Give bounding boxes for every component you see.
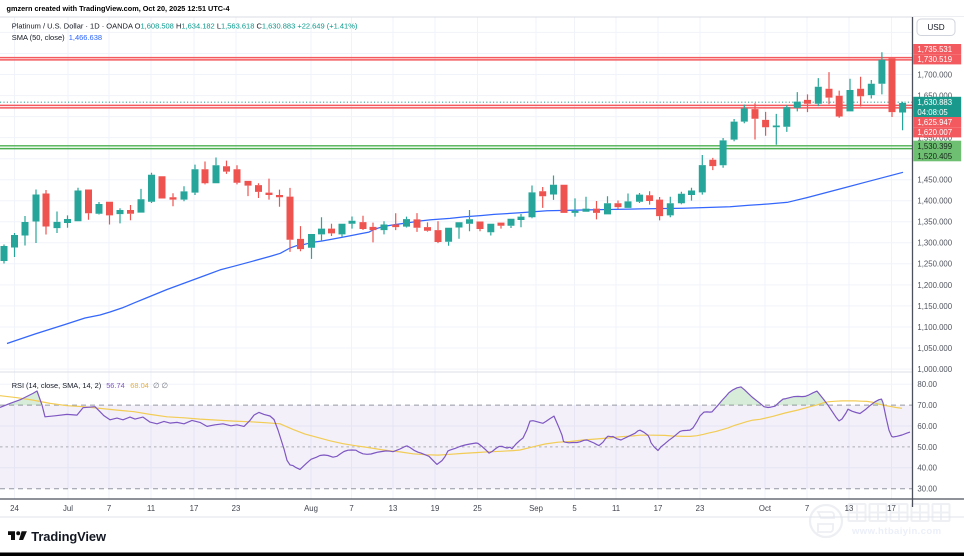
svg-text:11: 11: [147, 504, 155, 513]
svg-text:1,700.000: 1,700.000: [917, 70, 952, 79]
svg-text:gmzern created with TradingVie: gmzern created with TradingView.com, Oct…: [7, 4, 231, 13]
svg-text:1,100.000: 1,100.000: [917, 323, 952, 332]
svg-text:1,150.000: 1,150.000: [917, 302, 952, 311]
svg-text:Platinum / U.S. Dollar · 1D ·: Platinum / U.S. Dollar · 1D · OANDA O1,6…: [12, 21, 358, 30]
svg-text:17: 17: [887, 504, 896, 513]
svg-text:1,735.531: 1,735.531: [917, 45, 952, 54]
svg-text:11: 11: [612, 504, 620, 513]
svg-text:TradingView: TradingView: [31, 529, 107, 544]
svg-text:7: 7: [107, 504, 111, 513]
svg-text:50.00: 50.00: [917, 443, 937, 452]
svg-text:SMA (50, close)1,466.638: SMA (50, close) 1,466.638: [12, 33, 102, 42]
svg-text:13: 13: [389, 504, 398, 513]
svg-text:80.00: 80.00: [917, 380, 937, 389]
svg-text:www.htbaiyin.com: www.htbaiyin.com: [851, 526, 941, 537]
svg-text:1,520.405: 1,520.405: [917, 152, 952, 161]
svg-text:17: 17: [654, 504, 663, 513]
svg-text:1,730.519: 1,730.519: [917, 55, 952, 64]
svg-text:7: 7: [349, 504, 353, 513]
svg-text:1,200.000: 1,200.000: [917, 281, 952, 290]
svg-text:04:08:05: 04:08:05: [917, 108, 948, 117]
svg-text:1,000.000: 1,000.000: [917, 365, 952, 374]
svg-text:30.00: 30.00: [917, 485, 937, 494]
svg-text:1,300.000: 1,300.000: [917, 239, 952, 248]
svg-text:23: 23: [232, 504, 241, 513]
svg-text:1,620.007: 1,620.007: [917, 128, 952, 137]
svg-text:1,625.947: 1,625.947: [917, 118, 952, 127]
svg-text:25: 25: [473, 504, 482, 513]
svg-text:Oct: Oct: [759, 504, 772, 513]
svg-text:7: 7: [805, 504, 809, 513]
svg-text:Jul: Jul: [63, 504, 73, 513]
svg-text:Aug: Aug: [304, 504, 318, 513]
svg-text:13: 13: [845, 504, 854, 513]
svg-text:RSI (14, close, SMA, 14, 2)56.: RSI (14, close, SMA, 14, 2) 56.74 68.04 ∅ ∅: [12, 381, 168, 390]
svg-text:17: 17: [190, 504, 199, 513]
svg-text:23: 23: [696, 504, 705, 513]
svg-text:19: 19: [431, 504, 440, 513]
svg-text:1,530.399: 1,530.399: [917, 142, 952, 151]
svg-text:24: 24: [10, 504, 19, 513]
svg-text:Sep: Sep: [529, 504, 544, 513]
svg-text:1,630.883: 1,630.883: [917, 98, 952, 107]
svg-text:1,350.000: 1,350.000: [917, 218, 952, 227]
svg-text:5: 5: [572, 504, 577, 513]
svg-text:1,400.000: 1,400.000: [917, 197, 952, 206]
svg-text:1,550.000: 1,550.000: [917, 134, 952, 143]
svg-text:USD: USD: [927, 23, 944, 32]
svg-text:1,050.000: 1,050.000: [917, 344, 952, 353]
svg-text:60.00: 60.00: [917, 422, 937, 431]
svg-text:70.00: 70.00: [917, 401, 937, 410]
svg-text:1,650.000: 1,650.000: [917, 92, 952, 101]
svg-text:1,250.000: 1,250.000: [917, 260, 952, 269]
svg-text:40.00: 40.00: [917, 464, 937, 473]
svg-text:1,450.000: 1,450.000: [917, 176, 952, 185]
